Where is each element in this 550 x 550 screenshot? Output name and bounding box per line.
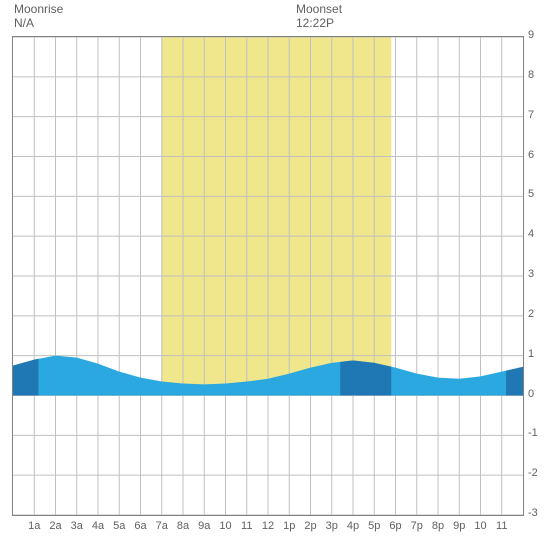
- x-tick-label: 7a: [153, 520, 171, 546]
- x-tick-label: 4p: [344, 520, 362, 546]
- moonrise-label: Moonrise: [14, 2, 63, 16]
- y-tick-label: 6: [528, 149, 546, 161]
- tide-chart: [12, 36, 524, 516]
- y-tick-label: 5: [528, 188, 546, 200]
- y-tick-label: 9: [528, 29, 546, 41]
- x-tick-label: 9a: [195, 520, 213, 546]
- x-tick-label: 6p: [387, 520, 405, 546]
- y-tick-label: 7: [528, 109, 546, 121]
- y-tick-label: 8: [528, 69, 546, 81]
- tide-area-dark: [506, 367, 523, 396]
- x-tick-label: 5p: [365, 520, 383, 546]
- x-tick-label: 3a: [68, 520, 86, 546]
- x-tick-label: 6a: [132, 520, 150, 546]
- x-tick-label: 11: [238, 520, 256, 546]
- y-tick-label: -3: [528, 507, 546, 519]
- x-tick-label: 1a: [25, 520, 43, 546]
- x-tick-label: 3p: [323, 520, 341, 546]
- y-tick-label: -1: [528, 427, 546, 439]
- y-tick-label: 1: [528, 348, 546, 360]
- x-tick-label: 1p: [280, 520, 298, 546]
- x-tick-label: 10: [472, 520, 490, 546]
- x-tick-label: 11: [493, 520, 511, 546]
- x-tick-label: 10: [217, 520, 235, 546]
- y-tick-label: 3: [528, 268, 546, 280]
- moonrise-value: N/A: [14, 16, 34, 30]
- x-tick-label: 8p: [429, 520, 447, 546]
- x-tick-label: 9p: [450, 520, 468, 546]
- tide-area-dark: [13, 359, 39, 396]
- x-tick-label: 12: [259, 520, 277, 546]
- x-tick-label: 8a: [174, 520, 192, 546]
- y-tick-label: 4: [528, 228, 546, 240]
- x-tick-label: 5a: [110, 520, 128, 546]
- daylight-band: [162, 37, 392, 396]
- moonset-label: Moonset: [296, 2, 342, 16]
- tide-area-dark: [340, 360, 391, 395]
- x-tick-label: 2a: [47, 520, 65, 546]
- y-tick-label: 2: [528, 308, 546, 320]
- y-tick-label: 0: [528, 388, 546, 400]
- tide-chart-container: Moonrise N/A Moonset 12:22P -3-2-1012345…: [0, 0, 550, 550]
- y-tick-label: -2: [528, 467, 546, 479]
- x-tick-label: 7p: [408, 520, 426, 546]
- moonset-value: 12:22P: [296, 16, 334, 30]
- x-tick-label: 2p: [302, 520, 320, 546]
- x-tick-label: 4a: [89, 520, 107, 546]
